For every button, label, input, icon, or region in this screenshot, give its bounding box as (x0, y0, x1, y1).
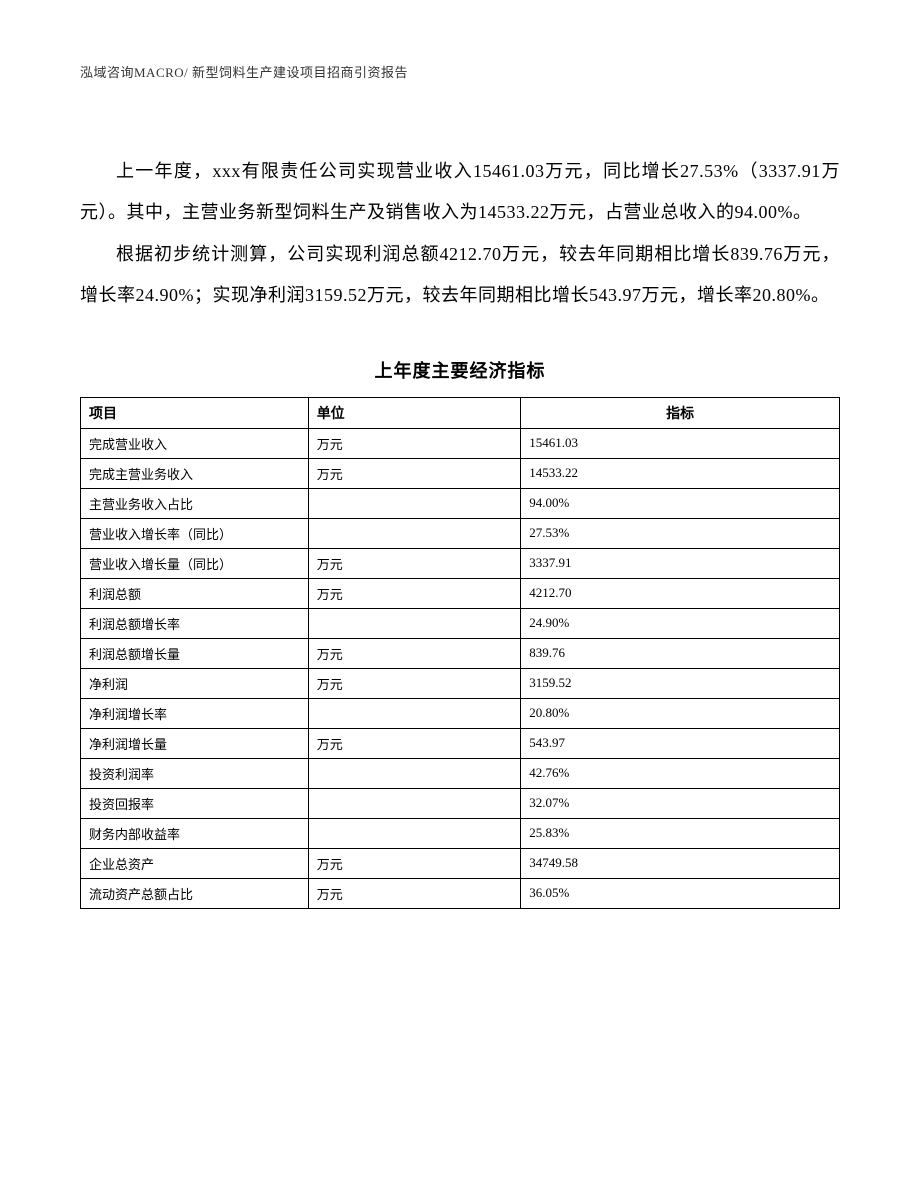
cell-unit: 万元 (308, 668, 521, 698)
cell-unit (308, 488, 521, 518)
table-row: 净利润 万元 3159.52 (81, 668, 840, 698)
table-row: 营业收入增长量（同比） 万元 3337.91 (81, 548, 840, 578)
cell-value: 3337.91 (521, 548, 840, 578)
cell-value: 27.53% (521, 518, 840, 548)
cell-item: 完成营业收入 (81, 428, 309, 458)
cell-unit (308, 698, 521, 728)
paragraph-2: 根据初步统计测算，公司实现利润总额4212.70万元，较去年同期相比增长839.… (80, 234, 840, 317)
cell-item: 流动资产总额占比 (81, 878, 309, 908)
table-row: 净利润增长量 万元 543.97 (81, 728, 840, 758)
cell-item: 完成主营业务收入 (81, 458, 309, 488)
document-header: 泓域咨询MACRO/ 新型饲料生产建设项目招商引资报告 (80, 62, 840, 81)
cell-value: 3159.52 (521, 668, 840, 698)
table-row: 完成主营业务收入 万元 14533.22 (81, 458, 840, 488)
table-row: 财务内部收益率 25.83% (81, 818, 840, 848)
paragraph-1: 上一年度，xxx有限责任公司实现营业收入15461.03万元，同比增长27.53… (80, 151, 840, 234)
cell-unit (308, 518, 521, 548)
cell-value: 32.07% (521, 788, 840, 818)
table-header-row: 项目 单位 指标 (81, 397, 840, 428)
cell-unit: 万元 (308, 728, 521, 758)
table-title: 上年度主要经济指标 (80, 357, 840, 383)
cell-item: 净利润增长率 (81, 698, 309, 728)
cell-value: 24.90% (521, 608, 840, 638)
cell-value: 36.05% (521, 878, 840, 908)
table-row: 营业收入增长率（同比） 27.53% (81, 518, 840, 548)
table-row: 主营业务收入占比 94.00% (81, 488, 840, 518)
cell-unit (308, 608, 521, 638)
cell-value: 20.80% (521, 698, 840, 728)
column-header-value: 指标 (521, 397, 840, 428)
table-row: 利润总额增长量 万元 839.76 (81, 638, 840, 668)
cell-unit (308, 758, 521, 788)
cell-value: 15461.03 (521, 428, 840, 458)
cell-unit: 万元 (308, 548, 521, 578)
cell-value: 543.97 (521, 728, 840, 758)
cell-item: 投资回报率 (81, 788, 309, 818)
table-row: 企业总资产 万元 34749.58 (81, 848, 840, 878)
cell-item: 营业收入增长率（同比） (81, 518, 309, 548)
cell-item: 利润总额增长率 (81, 608, 309, 638)
cell-unit: 万元 (308, 458, 521, 488)
cell-unit: 万元 (308, 578, 521, 608)
table-row: 利润总额增长率 24.90% (81, 608, 840, 638)
cell-item: 净利润增长量 (81, 728, 309, 758)
cell-value: 839.76 (521, 638, 840, 668)
header-text: 泓域咨询MACRO/ 新型饲料生产建设项目招商引资报告 (80, 65, 408, 80)
cell-item: 主营业务收入占比 (81, 488, 309, 518)
cell-unit: 万元 (308, 638, 521, 668)
cell-value: 94.00% (521, 488, 840, 518)
table-row: 完成营业收入 万元 15461.03 (81, 428, 840, 458)
cell-unit: 万元 (308, 848, 521, 878)
cell-value: 14533.22 (521, 458, 840, 488)
cell-value: 42.76% (521, 758, 840, 788)
column-header-unit: 单位 (308, 397, 521, 428)
table-row: 投资回报率 32.07% (81, 788, 840, 818)
cell-item: 投资利润率 (81, 758, 309, 788)
cell-item: 营业收入增长量（同比） (81, 548, 309, 578)
table-row: 流动资产总额占比 万元 36.05% (81, 878, 840, 908)
cell-unit (308, 788, 521, 818)
cell-item: 净利润 (81, 668, 309, 698)
column-header-item: 项目 (81, 397, 309, 428)
table-row: 利润总额 万元 4212.70 (81, 578, 840, 608)
table-row: 净利润增长率 20.80% (81, 698, 840, 728)
cell-unit (308, 818, 521, 848)
cell-item: 利润总额 (81, 578, 309, 608)
cell-unit: 万元 (308, 428, 521, 458)
economic-indicators-table: 项目 单位 指标 完成营业收入 万元 15461.03 完成主营业务收入 万元 … (80, 397, 840, 909)
cell-item: 财务内部收益率 (81, 818, 309, 848)
cell-unit: 万元 (308, 878, 521, 908)
cell-value: 25.83% (521, 818, 840, 848)
cell-value: 34749.58 (521, 848, 840, 878)
table-row: 投资利润率 42.76% (81, 758, 840, 788)
cell-value: 4212.70 (521, 578, 840, 608)
cell-item: 利润总额增长量 (81, 638, 309, 668)
cell-item: 企业总资产 (81, 848, 309, 878)
